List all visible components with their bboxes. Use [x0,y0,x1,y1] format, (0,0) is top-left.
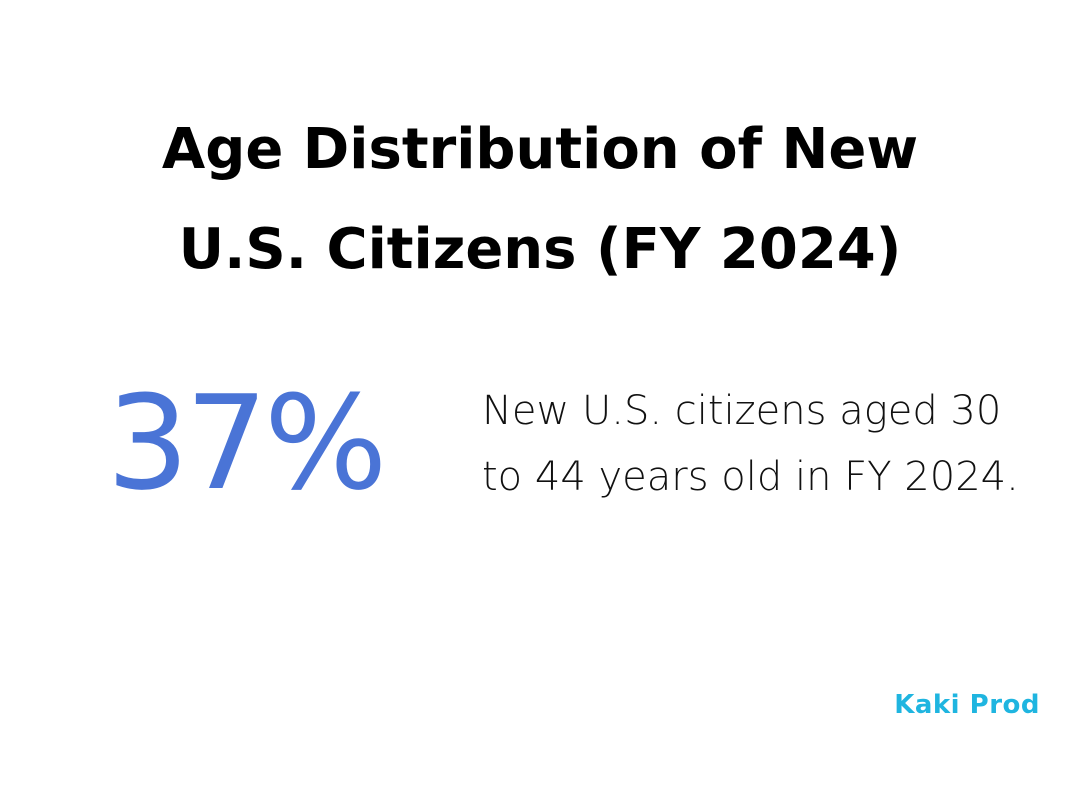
stat-value: 37% [106,367,388,519]
title-line-1: Age Distribution of New [161,117,919,182]
brand-logo: Kaki Prod [894,690,1040,720]
stat-description: New U.S. citizens aged 30 to 44 years ol… [482,388,1019,500]
page-title: Age Distribution of New U.S. Citizens (F… [60,100,1020,300]
title-line-2: U.S. Citizens (FY 2024) [178,217,902,282]
